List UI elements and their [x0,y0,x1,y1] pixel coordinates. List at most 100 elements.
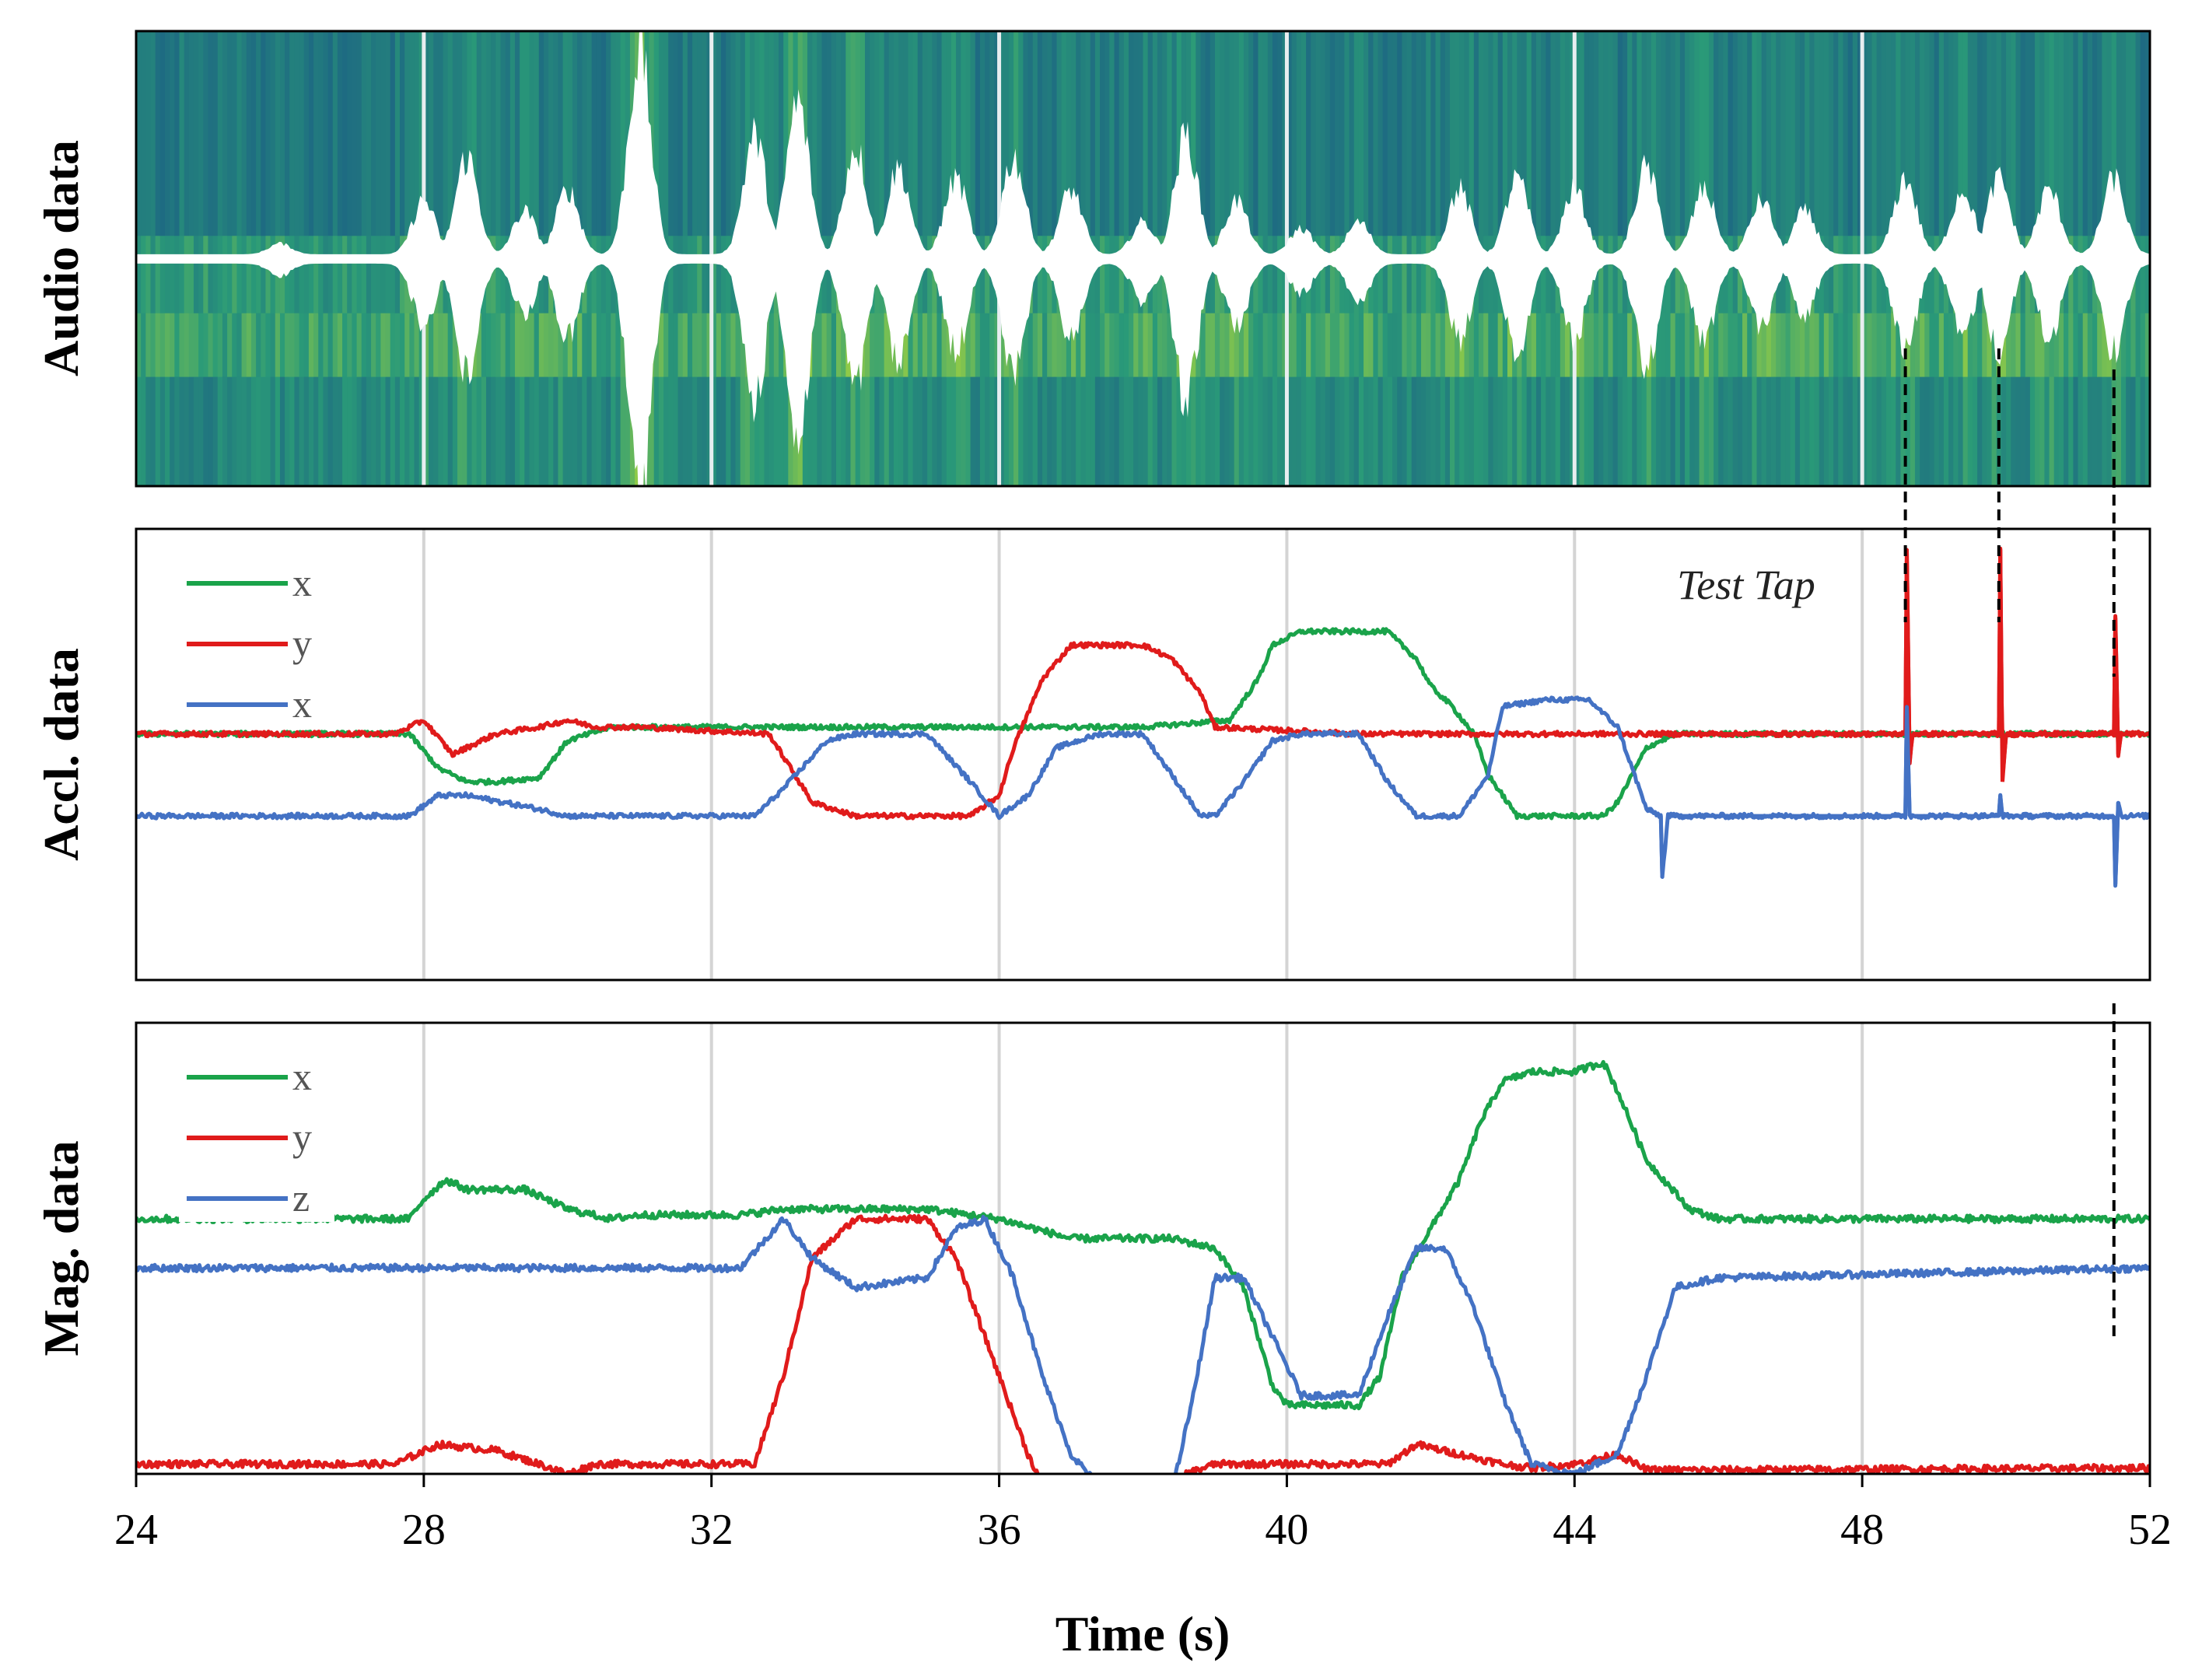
spectrogram-cell [903,313,909,378]
spectrogram-cell [1929,376,1935,486]
spectrogram-cell [1809,313,1815,378]
spectrogram-cell [1397,313,1403,378]
spectrogram-cell [1579,31,1585,236]
spectrogram-cell [1852,313,1858,378]
spectrogram-cell [611,313,617,378]
spectrogram-cell [524,313,530,378]
spectrogram-cell [1948,31,1955,236]
spectrogram-cell [1699,313,1705,378]
spectrogram-cell [1943,376,1949,486]
spectrogram-cell [1953,376,1959,486]
spectrogram-cell [711,376,717,486]
spectrogram-cell [702,236,708,314]
spectrogram-cell [1920,313,1926,378]
spectrogram-cell [1402,31,1408,236]
spectrogram-cell [1703,31,1710,236]
spectrogram-cell [1469,313,1475,378]
x-tick-label: 24 [114,1506,158,1554]
spectrogram-cell [1497,376,1504,486]
spectrogram-cell [222,313,228,378]
spectrogram-cell [179,31,185,236]
spectrogram-cell [394,236,401,314]
spectrogram-cell [1929,313,1935,378]
spectrogram-cell [1531,313,1537,378]
spectrogram-cell [1210,31,1216,236]
spectrogram-cell [1910,376,1916,486]
spectrogram-cell [150,313,156,378]
spectrogram-cell [1162,313,1168,378]
spectrogram-cell [1632,313,1638,378]
spectrogram-cell [893,31,899,236]
x-tick-label: 32 [690,1506,733,1554]
spectrogram-cell [275,376,281,486]
spectrogram-cell [1094,376,1101,486]
spectrogram-cell [2068,236,2074,314]
spectrogram-cell [184,31,190,236]
spectrogram-cell [2087,313,2093,378]
accel-panel: Accl. data xyx Test Tap [33,527,2151,982]
spectrogram-cell [150,236,156,314]
spectrogram-cell [1876,376,1882,486]
spectrogram-cell [1181,376,1187,486]
spectrogram-cell [1229,376,1235,486]
spectrogram-cell [1838,313,1844,378]
spectrogram-cell [136,236,142,314]
spectrogram-cell [136,313,142,378]
spectrogram-cell [1588,376,1595,486]
spectrogram-cell [1085,313,1091,378]
spectrogram-cell [1382,313,1388,378]
spectrogram-cell [606,31,612,236]
spectrogram-cell [500,376,506,486]
spectrogram-cell [1641,376,1647,486]
spectrogram-cell [1042,31,1048,236]
spectrogram-cell [1891,313,1897,378]
spectrogram-cell [1987,31,1993,236]
spectrogram-cell [1732,236,1738,314]
spectrogram-cell [414,376,420,486]
spectrogram-cell [1924,31,1931,236]
spectrogram-cell [491,236,497,314]
spectrogram-cell [1665,376,1672,486]
spectrogram-cell [855,31,861,236]
spectrogram-cell [606,236,612,314]
spectrogram-cell [835,313,842,378]
spectrogram-cell [1080,376,1087,486]
spectrogram-cell [294,313,300,378]
spectrogram-cell [404,313,411,378]
spectrogram-cell [1152,376,1158,486]
spectrogram-cell [1440,376,1446,486]
spectrogram-cell [1948,376,1955,486]
spectrogram-cell [327,376,334,486]
x-tick-label: 36 [978,1506,1021,1554]
spectrogram-cell [663,31,670,236]
spectrogram-cell [1838,376,1844,486]
spectrogram-cell [927,236,933,314]
spectrogram-cell [1823,236,1829,314]
series-line-x [136,1059,2150,1411]
spectrogram-cell [1080,31,1087,236]
spectrogram-cell [1282,313,1288,378]
spectrogram-cell [203,31,209,236]
spectrogram-cell [2111,31,2117,236]
spectrogram-cell [970,376,976,486]
spectrogram-cell [1214,376,1220,486]
spectrogram-cell [1608,236,1614,314]
spectrogram-cell [702,313,708,378]
spectrogram-cell [366,31,372,236]
spectrogram-cell [524,31,530,236]
spectrogram-cell [462,376,468,486]
spectrogram-cell [2116,31,2122,236]
spectrogram-cell [687,376,693,486]
spectrogram-cell [1771,313,1777,378]
spectrogram-cell [2025,313,2031,378]
spectrogram-cell [1488,31,1494,236]
spectrogram-cell [1444,376,1451,486]
spectrogram-cell [1094,236,1101,314]
spectrogram-cell [1679,313,1686,378]
spectrogram-cell [1277,376,1283,486]
spectrogram-cell [1699,376,1705,486]
spectrogram-cell [1119,31,1125,236]
spectrogram-cell [888,376,894,486]
spectrogram-cell [1320,31,1326,236]
spectrogram-cell [534,313,540,378]
